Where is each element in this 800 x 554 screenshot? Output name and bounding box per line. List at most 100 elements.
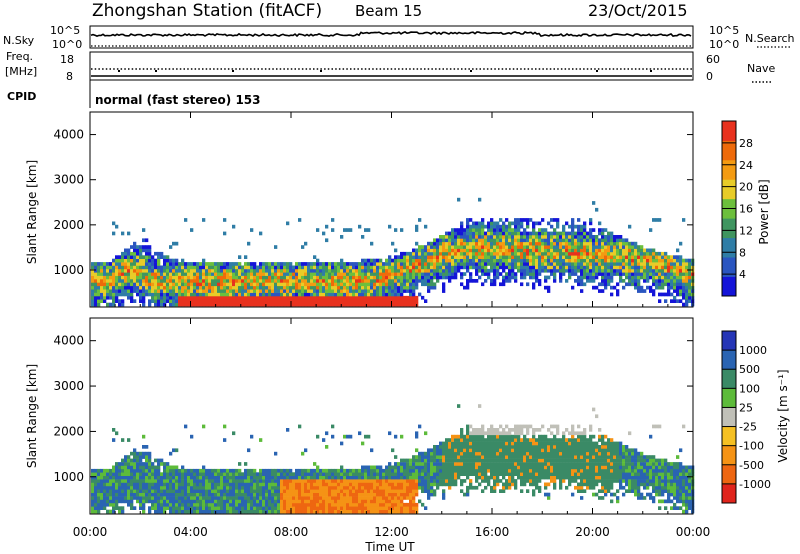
power-cell <box>475 262 479 266</box>
power-cell <box>511 231 515 236</box>
power-colorbar-tick: 20 <box>739 181 753 194</box>
power-cell <box>118 285 122 290</box>
velocity-cell <box>349 502 353 507</box>
velocity-cell <box>166 499 170 504</box>
velocity-cell <box>349 489 353 493</box>
power-cell <box>451 235 455 239</box>
power-cell <box>412 275 416 280</box>
power-cell <box>409 302 413 307</box>
velocity-cell <box>412 506 416 510</box>
power-cell <box>364 272 368 276</box>
velocity-cell <box>196 468 200 473</box>
power-cell <box>532 285 536 290</box>
nsky-trace <box>90 31 692 47</box>
power-cell <box>205 279 209 283</box>
velocity-cell <box>373 472 377 476</box>
power-cell <box>487 221 491 226</box>
velocity-cell <box>448 455 452 459</box>
velocity-cell <box>286 468 290 473</box>
power-cell <box>241 289 245 293</box>
power-cell <box>154 302 158 307</box>
velocity-cell <box>361 502 365 507</box>
power-cell <box>307 299 311 303</box>
velocity-cell <box>133 489 137 493</box>
power-cell <box>502 251 506 256</box>
velocity-cell <box>388 472 392 476</box>
power-cell <box>385 279 389 283</box>
power-cell <box>505 235 509 239</box>
power-cell <box>304 265 308 270</box>
velocity-cell <box>196 496 200 500</box>
power-cell <box>577 248 581 253</box>
velocity-cell <box>427 462 431 466</box>
velocity-cell <box>217 502 221 507</box>
velocity-cell <box>151 462 155 466</box>
velocity-cell <box>226 492 230 497</box>
velocity-cell <box>337 479 341 483</box>
velocity-cell <box>253 479 257 483</box>
power-cell <box>133 262 137 266</box>
velocity-cell <box>97 475 101 480</box>
power-cell <box>667 282 671 287</box>
velocity-cell <box>271 492 275 497</box>
power-cell <box>394 282 398 287</box>
power-cell <box>268 279 272 283</box>
power-cell <box>439 268 443 273</box>
velocity-cell <box>214 489 218 493</box>
velocity-cell <box>448 472 452 476</box>
velocity-cell <box>187 489 191 493</box>
colorbar-swatch <box>722 121 736 141</box>
power-cell <box>205 265 209 270</box>
velocity-cell <box>331 468 335 473</box>
velocity-cell <box>130 496 134 500</box>
velocity-cell <box>487 448 491 453</box>
power-cell <box>508 224 512 229</box>
velocity-cell <box>427 496 431 500</box>
velocity-cell <box>502 482 506 487</box>
power-cell <box>427 268 431 273</box>
velocity-cell <box>418 485 422 490</box>
power-cell <box>160 299 164 303</box>
power-cell <box>358 224 362 229</box>
power-cell <box>235 299 239 303</box>
velocity-cell <box>499 451 503 456</box>
power-cell <box>391 279 395 283</box>
power-cell <box>556 258 560 263</box>
velocity-cell <box>91 468 95 473</box>
power-cell <box>280 279 284 283</box>
power-cell <box>679 268 683 273</box>
power-cell <box>349 285 353 290</box>
velocity-cell <box>319 468 323 473</box>
power-cell <box>286 282 290 287</box>
velocity-cell <box>376 482 380 487</box>
power-cell <box>211 302 215 307</box>
power-cell <box>553 218 557 222</box>
power-cell <box>574 262 578 266</box>
velocity-cell <box>91 496 95 500</box>
power-cell <box>466 268 470 273</box>
power-cell <box>658 265 662 270</box>
power-cell <box>460 238 464 243</box>
power-cell <box>580 272 584 276</box>
velocity-cell <box>418 451 422 456</box>
power-cell <box>673 289 677 293</box>
power-cell <box>145 272 149 276</box>
power-cell <box>448 241 452 246</box>
velocity-cell <box>265 485 269 490</box>
power-cell <box>457 231 461 236</box>
power-cell <box>292 275 296 280</box>
velocity-cell <box>115 468 119 473</box>
velocity-cell <box>214 475 218 480</box>
power-cell <box>523 258 527 263</box>
power-cell <box>298 279 302 283</box>
power-cell <box>508 279 512 283</box>
power-cell <box>184 299 188 303</box>
power-cell <box>352 265 356 270</box>
power-cell <box>619 272 623 276</box>
velocity-cell <box>256 492 260 497</box>
velocity-cell <box>502 472 506 476</box>
power-cell <box>418 265 422 270</box>
power-cell <box>421 251 425 256</box>
velocity-cell <box>421 475 425 480</box>
velocity-cell <box>358 482 362 487</box>
